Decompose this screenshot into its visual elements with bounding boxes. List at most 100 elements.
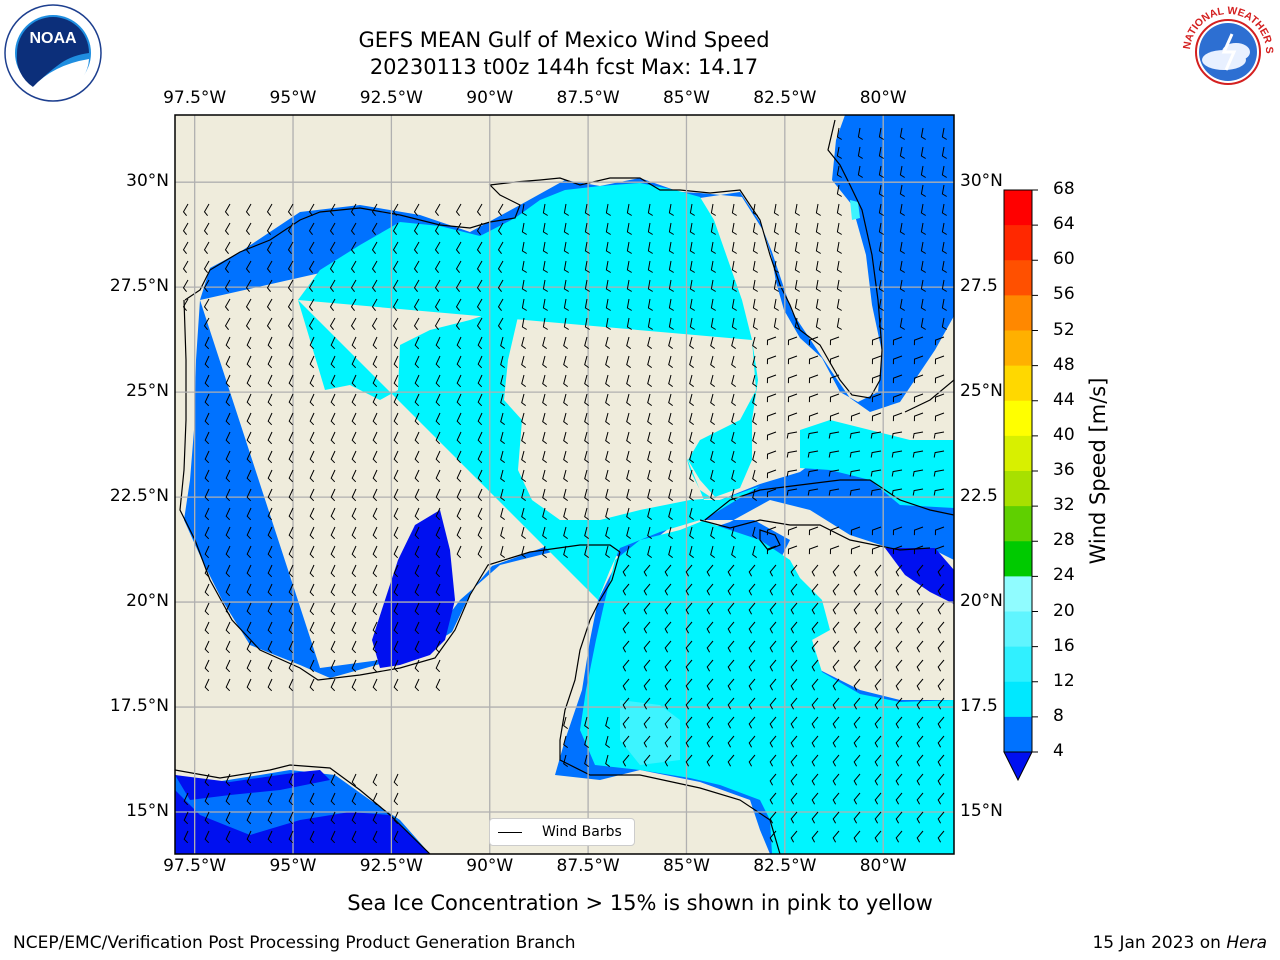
- wind-barb: [477, 526, 483, 540]
- wind-barb: [912, 488, 924, 496]
- wind-barb: [748, 716, 756, 729]
- wind-barb: [933, 469, 945, 477]
- wind-barb: [685, 621, 693, 634]
- wind-barb: [934, 374, 945, 384]
- wind-barb: [308, 222, 315, 236]
- wind-barb: [182, 298, 189, 312]
- wind-barb: [787, 355, 798, 365]
- wind-barb: [836, 127, 842, 140]
- wind-barb: [710, 336, 715, 350]
- wind-barb: [769, 811, 777, 824]
- wind-barb: [787, 336, 798, 346]
- wind-barb: [605, 241, 611, 254]
- wind-barb: [521, 355, 526, 369]
- lat-label-left: 17.5°N: [109, 696, 169, 717]
- wind-barb: [895, 602, 903, 615]
- wind-barb: [288, 450, 294, 464]
- wind-barb: [752, 469, 757, 483]
- wind-barb: [727, 583, 735, 596]
- wind-barb: [605, 279, 611, 292]
- wind-barb: [329, 317, 336, 331]
- wind-barb: [790, 602, 798, 615]
- colorbar-segment: [1004, 295, 1032, 331]
- wind-barb: [706, 564, 714, 577]
- wind-barb: [224, 317, 231, 331]
- wind-barb: [351, 583, 357, 597]
- wind-barb: [794, 241, 800, 254]
- wind-barb: [731, 355, 736, 369]
- wind-barb: [500, 450, 505, 464]
- wind-barb: [748, 583, 756, 596]
- wind-barb: [434, 260, 441, 274]
- wind-barb: [521, 222, 527, 235]
- wind-barb: [895, 830, 903, 843]
- wind-barb: [497, 317, 504, 331]
- wind-barb: [895, 659, 903, 672]
- wind-barb: [706, 640, 714, 653]
- wind-barb: [584, 203, 590, 216]
- wind-barb: [622, 564, 630, 577]
- lon-label-top: 92.5°W: [359, 88, 423, 108]
- wind-barb: [435, 621, 441, 635]
- wind-barb: [392, 279, 399, 293]
- wind-barb: [456, 545, 462, 559]
- wind-barb: [766, 450, 777, 460]
- wind-barb: [267, 507, 273, 521]
- wind-barb: [434, 203, 441, 217]
- wind-barb: [920, 184, 926, 197]
- wind-barb: [204, 450, 210, 464]
- wind-barb: [836, 279, 842, 292]
- wind-barb: [435, 469, 441, 483]
- wind-barb: [393, 393, 399, 407]
- wind-barb: [892, 374, 903, 384]
- wind-barb: [626, 469, 631, 483]
- wind-barb: [435, 412, 441, 426]
- wind-barb: [414, 640, 420, 654]
- wind-barb: [811, 678, 819, 691]
- wind-barb: [225, 621, 231, 635]
- wind-barb: [815, 203, 821, 216]
- wind-barb: [853, 830, 861, 843]
- wind-barb: [689, 260, 695, 273]
- wind-barb: [267, 564, 273, 578]
- colorbar-segment: [1004, 471, 1032, 507]
- wind-barb: [647, 336, 652, 350]
- wind-barb: [874, 754, 882, 767]
- lon-label-top: 80°W: [859, 88, 907, 108]
- wind-barb: [892, 545, 903, 555]
- wind-barb: [477, 545, 483, 559]
- wind-barb: [225, 412, 231, 426]
- wind-barb: [414, 450, 420, 464]
- wind-barb: [853, 792, 861, 805]
- wind-barb: [476, 279, 483, 293]
- wind-barb: [246, 640, 252, 654]
- wind-barb: [392, 298, 399, 312]
- wind-barb: [351, 469, 357, 483]
- wind-barb: [563, 355, 568, 369]
- wind-barb: [664, 602, 672, 615]
- wind-barb: [766, 393, 777, 403]
- wind-barb: [748, 564, 756, 577]
- wind-barb: [477, 355, 483, 369]
- wind-barb: [267, 773, 273, 787]
- wind-barb: [413, 241, 420, 255]
- lon-label-bottom: 95°W: [269, 856, 317, 876]
- wind-barb: [413, 203, 420, 217]
- wind-barb: [622, 659, 630, 672]
- wind-barb: [790, 792, 798, 805]
- colorbar-tick-label: 28: [1053, 530, 1075, 551]
- wind-barb: [878, 260, 884, 273]
- wind-barb: [266, 298, 273, 312]
- wind-barb: [647, 450, 652, 464]
- wind-barb: [372, 412, 378, 426]
- wind-barb: [435, 393, 441, 407]
- wind-barb: [934, 336, 945, 346]
- wind-barb: [769, 564, 777, 577]
- wind-barb: [584, 488, 589, 502]
- wind-barb: [643, 754, 651, 767]
- wind-barb: [351, 393, 357, 407]
- wind-barb: [916, 716, 924, 729]
- wind-barb: [934, 526, 945, 536]
- wind-barb: [414, 659, 420, 673]
- wind-barb: [731, 317, 737, 330]
